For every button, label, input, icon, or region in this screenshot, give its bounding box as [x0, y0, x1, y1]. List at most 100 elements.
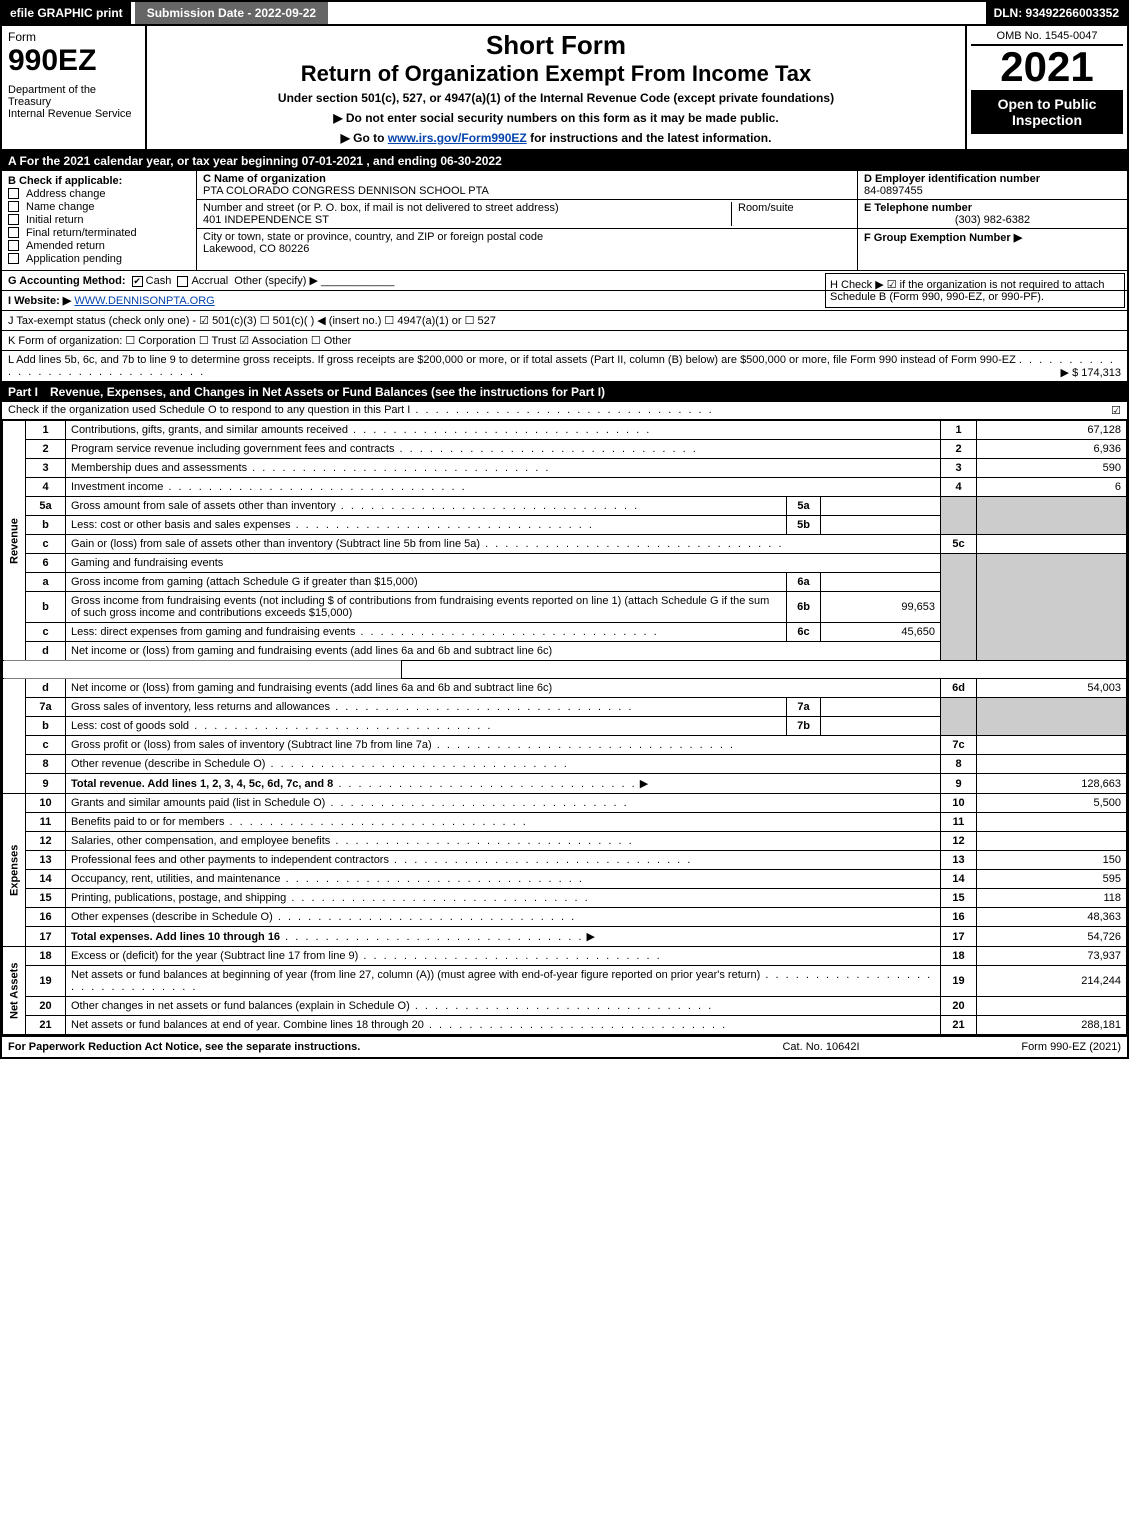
goto-pre: ▶ Go to: [341, 131, 388, 145]
part1-table: Revenue 1 Contributions, gifts, grants, …: [2, 420, 1127, 661]
efile-print-label[interactable]: efile GRAPHIC print: [2, 2, 131, 24]
line-rnum: 2: [941, 440, 977, 459]
line-inval: [821, 717, 941, 736]
checkbox-icon[interactable]: [8, 240, 19, 251]
line-text: Gross amount from sale of assets other t…: [71, 500, 336, 512]
line-rnum: 20: [941, 997, 977, 1016]
phone-value: (303) 982-6382: [864, 214, 1121, 226]
section-h: H Check ▶ ☑ if the organization is not r…: [825, 273, 1125, 308]
line-rnum: 11: [941, 813, 977, 832]
line-rnum: 19: [941, 966, 977, 997]
checkbox-icon[interactable]: [8, 227, 19, 238]
l-amount: ▶ $ 174,313: [1061, 366, 1121, 379]
c-city-label: City or town, state or province, country…: [203, 231, 543, 243]
b-opt-name[interactable]: Name change: [8, 201, 190, 213]
org-city: Lakewood, CO 80226: [203, 243, 543, 255]
b-opt-pending[interactable]: Application pending: [8, 253, 190, 265]
header-right: OMB No. 1545-0047 2021 Open to Public In…: [967, 26, 1127, 149]
checkbox-icon[interactable]: [8, 188, 19, 199]
form-990ez-page: efile GRAPHIC print Submission Date - 20…: [0, 0, 1129, 1059]
line-rval: 5,500: [977, 794, 1127, 813]
b-opt-address[interactable]: Address change: [8, 188, 190, 200]
part1-title: Revenue, Expenses, and Changes in Net As…: [50, 385, 1121, 399]
line-rval: [977, 535, 1127, 554]
l-text: L Add lines 5b, 6c, and 7b to line 9 to …: [8, 354, 1016, 366]
line-text: Printing, publications, postage, and shi…: [71, 892, 286, 904]
line-rval: 48,363: [977, 908, 1127, 927]
header-left: Form 990EZ Department of the Treasury In…: [2, 26, 147, 149]
section-b: B Check if applicable: Address change Na…: [2, 171, 197, 270]
org-name: PTA COLORADO CONGRESS DENNISON SCHOOL PT…: [203, 185, 489, 197]
footer-catno: Cat. No. 10642I: [721, 1041, 921, 1053]
e-row: E Telephone number (303) 982-6382: [858, 200, 1127, 229]
checkbox-icon[interactable]: [8, 201, 19, 212]
line-8-r: 8Other revenue (describe in Schedule O) …: [3, 755, 1127, 774]
form-word: Form: [8, 30, 139, 44]
line-rval: 54,003: [977, 679, 1127, 698]
b-opt-initial[interactable]: Initial return: [8, 214, 190, 226]
b-opt-label: Address change: [26, 188, 106, 200]
line-7c-r: cGross profit or (loss) from sales of in…: [3, 736, 1127, 755]
line-rval: 214,244: [977, 966, 1127, 997]
b-opt-label: Final return/terminated: [26, 227, 137, 239]
line-rnum: 7c: [941, 736, 977, 755]
d-row: D Employer identification number 84-0897…: [858, 171, 1127, 200]
expenses-side-label: Expenses: [3, 794, 26, 947]
checkbox-icon[interactable]: [177, 276, 188, 287]
line-rnum: 13: [941, 851, 977, 870]
line-text: Other changes in net assets or fund bala…: [71, 1000, 410, 1012]
line-innum: 6c: [787, 623, 821, 642]
tax-year: 2021: [971, 46, 1123, 88]
room-suite-label: Room/suite: [731, 202, 851, 226]
line-text: Gain or (loss) from sale of assets other…: [71, 538, 480, 550]
c-city-row: City or town, state or province, country…: [197, 229, 857, 257]
line-innum: 5b: [787, 516, 821, 535]
line-rval: 150: [977, 851, 1127, 870]
line-rnum: 5c: [941, 535, 977, 554]
line-inval: [821, 516, 941, 535]
checkbox-icon[interactable]: [8, 253, 19, 264]
line-text: Net income or (loss) from gaming and fun…: [71, 682, 552, 694]
b-opt-label: Amended return: [26, 240, 105, 252]
line-text: Gross sales of inventory, less returns a…: [71, 701, 330, 713]
line-17: 17Total expenses. Add lines 10 through 1…: [3, 927, 1127, 947]
b-opt-amended[interactable]: Amended return: [8, 240, 190, 252]
line-innum: 7a: [787, 698, 821, 717]
line-rval: 118: [977, 889, 1127, 908]
ssn-warning: ▶ Do not enter social security numbers o…: [155, 111, 957, 125]
checkbox-icon[interactable]: [8, 214, 19, 225]
g-label: G Accounting Method:: [8, 275, 126, 287]
website-link[interactable]: WWW.DENNISONPTA.ORG: [74, 295, 214, 307]
checkbox-icon[interactable]: [132, 276, 143, 287]
line-rval: 73,937: [977, 947, 1127, 966]
part1-tag: Part I: [8, 385, 50, 399]
line-20: 20 Other changes in net assets or fund ba…: [3, 997, 1127, 1016]
line-rval: [977, 997, 1127, 1016]
irs-link[interactable]: www.irs.gov/Form990EZ: [388, 131, 527, 145]
line-text: Excess or (deficit) for the year (Subtra…: [71, 950, 358, 962]
i-label: I Website: ▶: [8, 295, 71, 307]
line-text: Less: cost of goods sold: [71, 720, 189, 732]
line-text: Professional fees and other payments to …: [71, 854, 389, 866]
line-text: Contributions, gifts, grants, and simila…: [71, 424, 348, 436]
line-text: Less: direct expenses from gaming and fu…: [71, 626, 355, 638]
bcdef-block: B Check if applicable: Address change Na…: [2, 171, 1127, 271]
line-6: 6Gaming and fundraising events: [3, 554, 1127, 573]
line-15: 15Printing, publications, postage, and s…: [3, 889, 1127, 908]
line-text: Less: cost or other basis and sales expe…: [71, 519, 291, 531]
short-form-title: Short Form: [155, 30, 957, 61]
line-rnum: 17: [941, 927, 977, 947]
org-street: 401 INDEPENDENCE ST: [203, 214, 731, 226]
line-rnum: 16: [941, 908, 977, 927]
b-opt-final[interactable]: Final return/terminated: [8, 227, 190, 239]
g-accrual: Accrual: [191, 275, 228, 287]
line-16: 16 Other expenses (describe in Schedule O…: [3, 908, 1127, 927]
line-text: Investment income: [71, 481, 163, 493]
ein-value: 84-0897455: [864, 185, 1121, 197]
line-3: 3Membership dues and assessments 3590: [3, 459, 1127, 478]
line-text: Other expenses (describe in Schedule O): [71, 911, 273, 923]
b-opt-label: Application pending: [26, 253, 122, 265]
line-13: 13 Professional fees and other payments t…: [3, 851, 1127, 870]
part1-table-2: 6d 54,003: [2, 660, 1127, 679]
c-name-row: C Name of organization PTA COLORADO CONG…: [197, 171, 857, 200]
